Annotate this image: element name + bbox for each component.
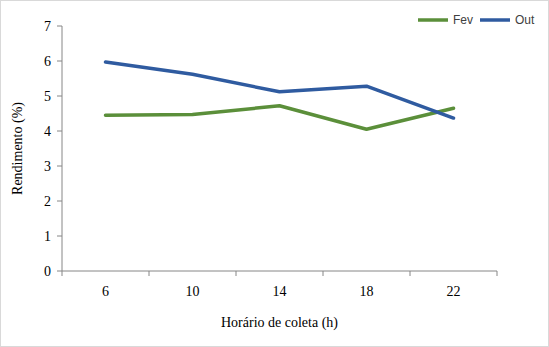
series-line <box>106 106 454 129</box>
x-tick <box>149 271 150 276</box>
x-tick <box>497 271 498 276</box>
y-tick-label: 7 <box>44 19 51 34</box>
legend-swatch <box>480 18 510 22</box>
y-tick-label: 2 <box>44 194 51 209</box>
x-tick-label: 6 <box>102 284 109 299</box>
y-tick-label: 5 <box>44 89 51 104</box>
x-tick <box>410 271 411 276</box>
legend-swatch <box>418 18 448 22</box>
legend: Fev Out <box>418 13 535 27</box>
y-tick <box>57 166 62 167</box>
y-axis-title: Rendimento (%) <box>10 102 26 195</box>
y-tick <box>57 131 62 132</box>
series-line <box>106 62 454 118</box>
legend-label: Out <box>515 13 535 27</box>
y-tick <box>57 201 62 202</box>
x-tick-label: 18 <box>360 284 374 299</box>
y-tick <box>57 61 62 62</box>
plot-area <box>106 62 454 129</box>
y-tick <box>57 271 62 272</box>
y-tick <box>57 236 62 237</box>
y-tick-label: 4 <box>44 124 51 139</box>
chart-svg: 0 1 2 3 4 5 6 7 6 10 14 18 22 Horário de coleta (h) Re… <box>0 0 549 347</box>
y-tick <box>57 96 62 97</box>
x-tick <box>323 271 324 276</box>
y-axis-line <box>62 26 63 271</box>
y-tick-label: 0 <box>44 264 51 279</box>
chart-container: 0 1 2 3 4 5 6 7 6 10 14 18 22 Horário de coleta (h) Re… <box>0 0 549 347</box>
x-axis-line <box>62 271 497 272</box>
x-tick-label: 10 <box>186 284 200 299</box>
chart-border <box>1 1 549 347</box>
x-axis-title: Horário de coleta (h) <box>221 315 338 331</box>
y-tick <box>57 26 62 27</box>
x-tick <box>236 271 237 276</box>
y-tick-label: 1 <box>44 229 51 244</box>
x-tick-label: 22 <box>447 284 461 299</box>
x-tick-label: 14 <box>273 284 287 299</box>
y-tick-label: 3 <box>44 159 51 174</box>
legend-label: Fev <box>453 13 473 27</box>
y-tick-label: 6 <box>44 54 51 69</box>
x-tick <box>62 271 63 276</box>
